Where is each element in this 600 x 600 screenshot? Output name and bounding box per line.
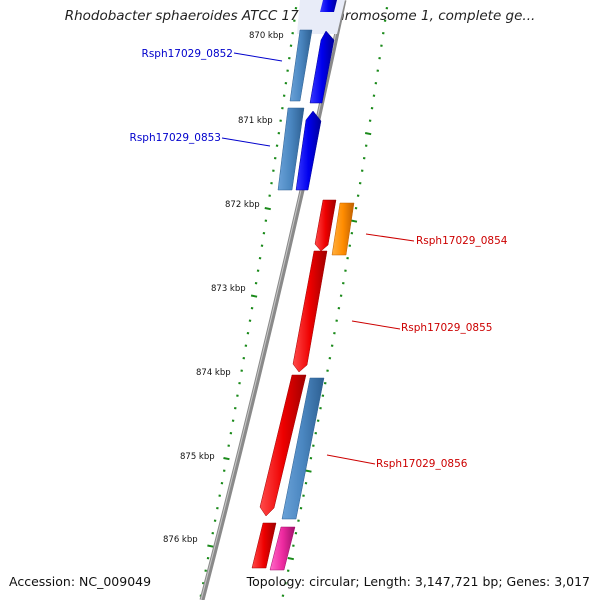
gene-feature-0853[interactable] [277,107,305,191]
gene-leader-lines [221,52,415,465]
cds-feature-0856[interactable] [259,374,307,517]
gene-feature-0857[interactable] [269,526,296,571]
gene-labels: Rsph17029_0852 Rsph17029_0853 Rsph17029_… [130,48,508,470]
inner-ring-tick [223,457,230,461]
cds-feature-top[interactable] [320,0,337,12]
kbp-label: 875 kbp [180,452,215,462]
gene-feature-0856[interactable] [281,377,325,520]
gene-label-0855[interactable]: Rsph17029_0855 [401,322,492,334]
gene-label-0856[interactable]: Rsph17029_0856 [376,458,468,470]
cds-feature-0854[interactable] [314,199,337,252]
outer-ring-tick [287,557,294,561]
cds-feature-0857[interactable] [251,522,277,569]
accession-text: Accession: NC_009049 [9,574,152,589]
inner-ring-tick [207,544,214,548]
kbp-label: 876 kbp [163,535,198,545]
inner-ring-tick [250,294,258,298]
kbp-label: 874 kbp [196,368,231,378]
cds-feature-0855[interactable] [292,250,328,373]
gene-label-0852[interactable]: Rsph17029_0852 [142,48,233,60]
gene-feature-0852[interactable] [289,29,313,102]
ring-shading [297,0,345,34]
cds-feature-0853[interactable] [295,110,322,191]
gene-label-0854[interactable]: Rsph17029_0854 [416,235,508,247]
kbp-label: 872 kbp [225,200,260,210]
kbp-label: 870 kbp [249,31,284,41]
gene-label-0853[interactable]: Rsph17029_0853 [130,132,221,144]
outer-ring-tick [350,219,358,223]
kbp-label: 871 kbp [238,116,273,126]
cds-feature-0852[interactable] [309,30,335,104]
outer-ring-tick [305,469,312,473]
kbp-labels: 870 kbp 871 kbp 872 kbp 873 kbp 874 kbp … [163,31,284,545]
tick-rings [199,7,389,597]
outer-ring-tick [364,132,372,136]
inner-ring-tick [264,207,271,211]
gene-feature-0854[interactable] [331,202,355,256]
kbp-label: 873 kbp [211,284,246,294]
summary-text: Topology: circular; Length: 3,147,721 bp… [246,574,590,589]
